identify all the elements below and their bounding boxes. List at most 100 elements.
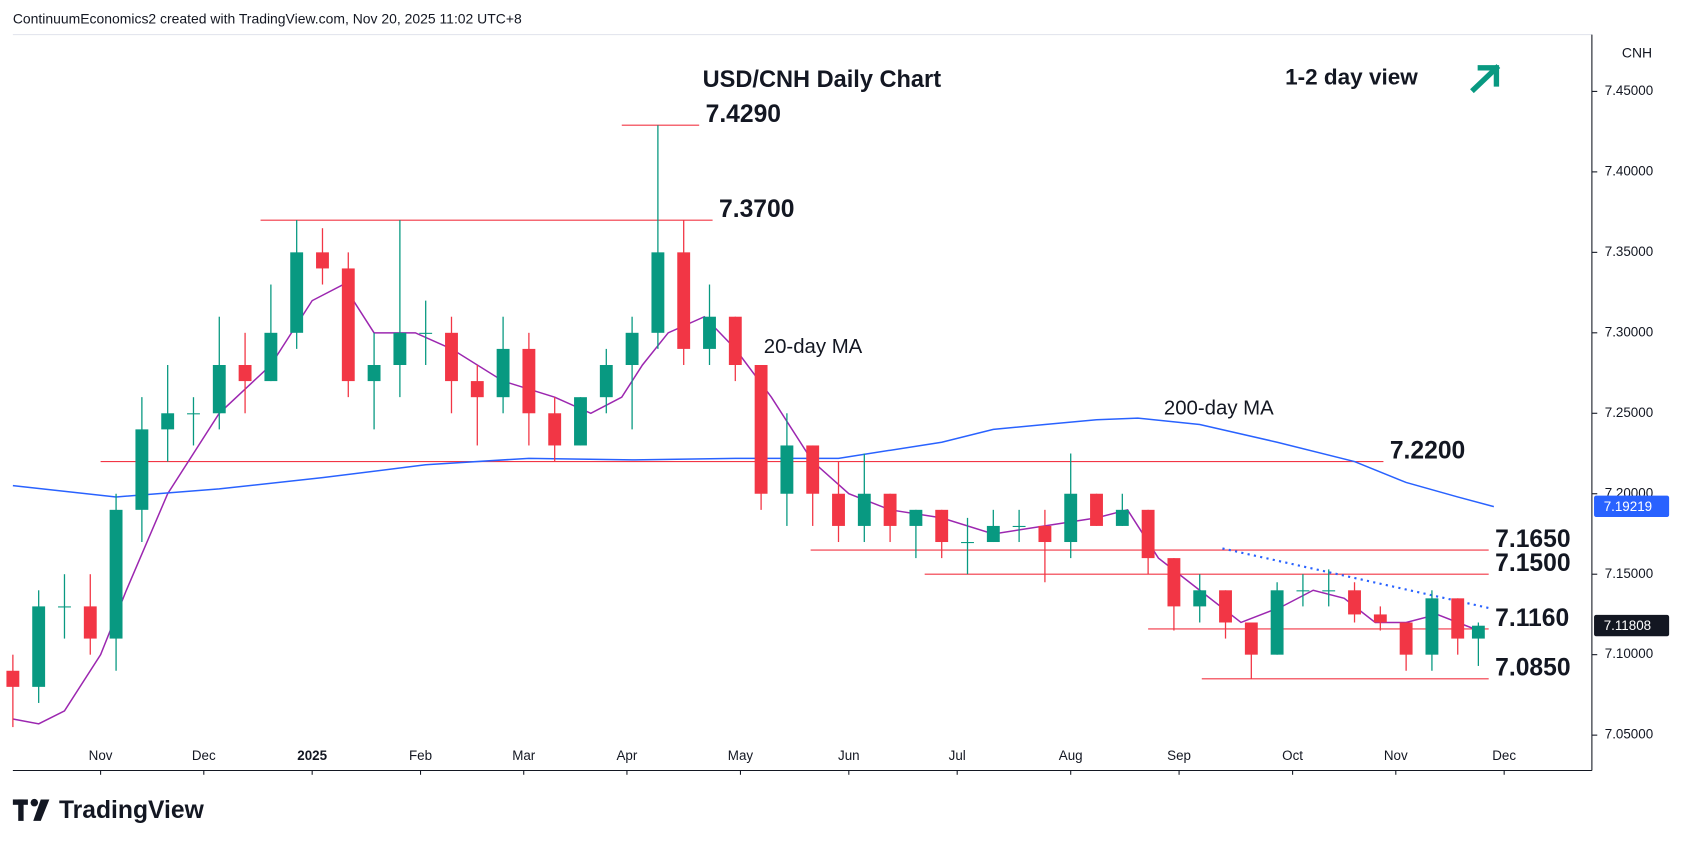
candle-body (187, 413, 200, 415)
candle-body (419, 332, 433, 334)
level-label: 7.4290 (706, 101, 781, 128)
candle-body (1090, 493, 1103, 526)
candle-body (728, 316, 742, 365)
x-tick-label: 2025 (297, 748, 327, 763)
legend-label: 200-day MA (1164, 397, 1274, 419)
up-arrow (1470, 64, 1501, 94)
candle-body (574, 397, 587, 446)
currency: CNH (1622, 45, 1652, 61)
y-tick-label: 7.15000 (1605, 566, 1653, 581)
price-tag (1594, 495, 1670, 518)
candle-body (1348, 590, 1361, 615)
candle-body (651, 252, 665, 333)
candle-body (909, 509, 923, 526)
x-tick-label: Sep (1167, 748, 1191, 763)
candle-body (1064, 493, 1078, 543)
candle-body (1167, 558, 1181, 607)
x-tick-label: Dec (192, 748, 216, 763)
candle-body (135, 429, 149, 510)
candle-body (1399, 622, 1413, 655)
candle-body (161, 413, 175, 430)
candle-body (393, 332, 407, 365)
candle-body (32, 606, 46, 687)
candle-body (1296, 590, 1310, 592)
candle-body (780, 445, 794, 494)
y-tick-label: 7.45000 (1605, 83, 1653, 98)
candle-body (238, 364, 252, 382)
price-tag-label: 7.11808 (1604, 618, 1651, 633)
candle-body (522, 348, 536, 414)
x-tick-label: Oct (1282, 748, 1303, 763)
x-tick-label: Nov (89, 748, 113, 763)
candle-body (470, 381, 484, 398)
candle-body (6, 670, 20, 687)
legend-label: 20-day MA (764, 336, 863, 358)
candle-body (83, 606, 97, 639)
candle-body (496, 348, 510, 398)
candle-body (1322, 590, 1336, 592)
y-tick-label: 7.10000 (1605, 646, 1653, 661)
header: ContinuumEconomics2 created with Trading… (13, 10, 522, 26)
candle-body (1451, 598, 1465, 639)
candle-body (935, 509, 949, 543)
level-label: 7.1500 (1495, 550, 1570, 577)
candle-body (367, 364, 381, 382)
x-tick-label: Feb (409, 748, 432, 763)
candle-body (264, 332, 278, 382)
level-label: 7.1160 (1495, 605, 1569, 632)
candle-body (857, 493, 871, 526)
candle-body (341, 268, 355, 382)
x-tick-label: Apr (617, 748, 638, 763)
candle-body (599, 364, 613, 398)
candle-body (1425, 598, 1439, 655)
candle-body (1141, 509, 1155, 559)
view-label: 1-2 day view (1285, 65, 1418, 90)
price-tag-label: 7.19219 (1604, 499, 1652, 514)
x-tick-label: Aug (1059, 748, 1083, 763)
y-tick-label: 7.40000 (1605, 163, 1653, 178)
candle-body (1244, 622, 1258, 655)
candle-body (1373, 614, 1387, 623)
x-tick-label: Nov (1384, 748, 1408, 763)
x-tick-label: Jul (949, 748, 966, 763)
candle-body (1012, 525, 1026, 528)
candle-body (1038, 525, 1052, 543)
y-tick-label: 7.30000 (1605, 324, 1653, 339)
candle-body (703, 316, 716, 349)
candle-body (1115, 509, 1129, 526)
candle-body (625, 332, 639, 365)
x-tick-label: Mar (512, 748, 536, 763)
candle-body (677, 252, 691, 349)
level-label: 7.0850 (1495, 655, 1570, 682)
trendline (1222, 547, 1489, 610)
y-tick-label: 7.35000 (1605, 244, 1653, 259)
price-tag (1594, 614, 1670, 637)
candle-body (754, 364, 768, 494)
chart-title: USD/CNH Daily Chart (703, 66, 942, 92)
candle-body (445, 332, 458, 382)
candle-body (986, 525, 1000, 543)
candle-body (832, 493, 845, 526)
level-label: 7.1650 (1495, 526, 1570, 553)
candle-body (806, 445, 820, 494)
x-tick-label: May (728, 748, 754, 763)
candle-body (961, 542, 974, 544)
candle-body (548, 413, 562, 446)
level-label: 7.2200 (1390, 437, 1465, 464)
y-tick-label: 7.05000 (1605, 727, 1653, 742)
tradingview-logo (12, 798, 50, 821)
candle-body (316, 252, 329, 269)
candle-body (212, 364, 226, 414)
moving-average-line (12, 417, 1495, 508)
candle-body (1219, 590, 1232, 623)
candle-body (58, 606, 71, 608)
x-tick-label: Dec (1492, 748, 1516, 763)
level-label: 7.3700 (719, 196, 794, 223)
candle-body (883, 493, 897, 526)
candle-body (1193, 590, 1207, 607)
candle-body (290, 252, 304, 333)
candle-body (1270, 590, 1284, 655)
